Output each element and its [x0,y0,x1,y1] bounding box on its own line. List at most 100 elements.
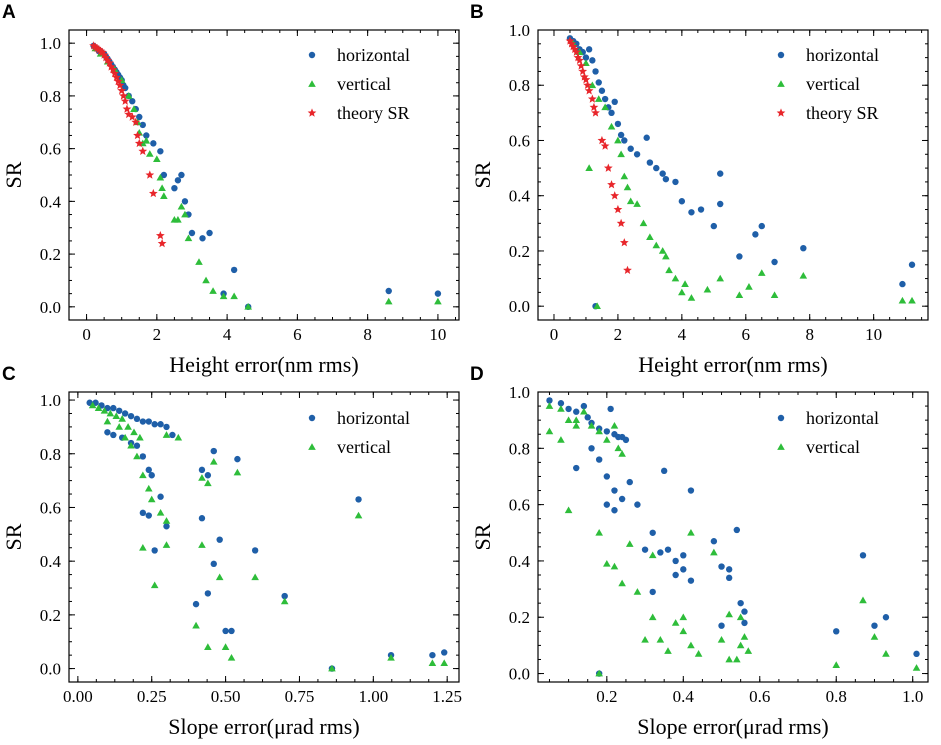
data-point-vertical [204,643,212,650]
data-point-vertical [679,613,688,621]
data-point-vertical [557,405,565,412]
data-point-vertical [679,627,688,635]
legend-marker-horizontal [308,414,316,422]
data-point-vertical [870,633,879,640]
data-point-vertical [118,415,126,422]
data-point-vertical [710,548,718,556]
data-point-vertical [103,417,112,425]
data-point-vertical [658,247,667,254]
data-point-horizontal [434,290,442,297]
x-axis-label: Height error(nm rms) [169,352,358,377]
data-point-vertical [124,92,133,99]
data-point-vertical [106,409,115,417]
data-point-vertical [580,407,588,415]
data-point-horizontal [206,229,213,237]
data-point-horizontal [733,526,741,534]
y-tick-label: 0.2 [40,606,61,625]
x-tick-label: 1.0 [902,687,923,706]
data-point-theory-sr [134,138,144,148]
data-point-vertical [153,155,161,163]
data-point-vertical [646,233,654,240]
legend: horizontal vertical [308,408,410,457]
data-point-horizontal [557,400,565,407]
data-point-vertical [88,401,97,409]
data-point-vertical [725,610,733,618]
data-point-vertical [687,641,695,649]
data-point-horizontal [210,560,217,568]
data-point-vertical [142,136,151,144]
data-point-vertical [150,581,159,589]
data-point-horizontal [833,628,840,635]
data-point-horizontal [150,140,157,147]
data-point-theory-sr [120,96,130,105]
x-tick-label: 4 [678,325,687,344]
legend-marker-horizontal [777,414,785,422]
data-point-horizontal [192,600,200,608]
data-point-horizontal [592,68,599,75]
data-point-vertical [908,296,916,304]
data-point-vertical [184,234,193,242]
series-horizontal [86,399,448,672]
data-point-vertical [610,562,619,570]
data-point-horizontal [178,171,185,179]
data-point-horizontal [649,529,656,536]
data-point-vertical [174,433,183,441]
y-tick-label: 0.4 [509,552,531,571]
data-point-horizontal [672,557,679,565]
data-point-horizontal [222,627,229,635]
data-point-theory-sr [568,41,578,51]
data-point-horizontal [160,171,168,179]
data-point-horizontal [110,431,117,439]
data-point-theory-sr [133,130,142,140]
data-point-theory-sr [575,55,584,65]
data-point-horizontal [800,244,807,252]
panel-c: 0.00 0.25 0.50 0.75 1.00 1.25 0.0 0.2 0.4 0.6 0.8 1… [1,391,462,739]
panel-letter-b: B [470,2,484,23]
data-point-theory-sr [119,91,128,100]
legend-label-vertical: vertical [806,437,860,457]
data-point-theory-sr [567,39,576,48]
data-point-horizontal [710,538,718,545]
data-point-vertical [564,506,573,514]
data-point-horizontal [171,184,178,192]
data-point-vertical [198,541,206,548]
data-point-theory-sr [570,44,580,54]
data-point-vertical [204,479,212,487]
data-point-horizontal [617,131,625,139]
data-point-horizontal [736,253,743,260]
data-point-theory-sr [112,72,121,82]
data-point-vertical [158,184,166,192]
data-point-horizontal [710,222,718,230]
legend-label-horizontal: horizontal [337,45,410,65]
data-point-horizontal [139,509,147,517]
data-point-vertical [736,641,745,649]
data-point-vertical [219,292,228,300]
data-point-horizontal [163,523,170,530]
legend-marker-vertical [777,80,785,87]
y-tick-label: 1.0 [40,34,61,53]
x-tick-label: 8 [805,325,814,344]
data-point-theory-sr [589,102,599,112]
data-point-horizontal [580,402,588,410]
data-point-vertical [328,664,336,672]
data-point-vertical [832,661,841,668]
data-point-vertical [572,421,581,429]
data-point-theory-sr [131,117,141,126]
data-point-vertical [703,285,712,293]
data-point-vertical [618,450,626,457]
data-point-horizontal [771,258,778,266]
legend-label-theory-sr: theory SR [806,103,879,123]
data-point-vertical [633,588,642,595]
data-point-vertical [233,468,242,476]
legend-marker-vertical [777,443,785,450]
data-point-horizontal [216,536,223,543]
panel-b: 0 2 4 6 8 10 0.0 0.2 0.4 0.6 0.8 1.0 Height error(nm… [470,21,929,377]
data-point-horizontal [634,501,641,508]
y-tick-label: 0.0 [509,297,530,316]
x-tick-label: 0.6 [749,687,770,706]
legend-label-vertical: vertical [806,74,860,94]
data-point-horizontal [680,552,687,559]
data-point-horizontal [429,651,436,659]
legend-marker-horizontal [777,51,785,59]
data-point-vertical [799,272,808,279]
